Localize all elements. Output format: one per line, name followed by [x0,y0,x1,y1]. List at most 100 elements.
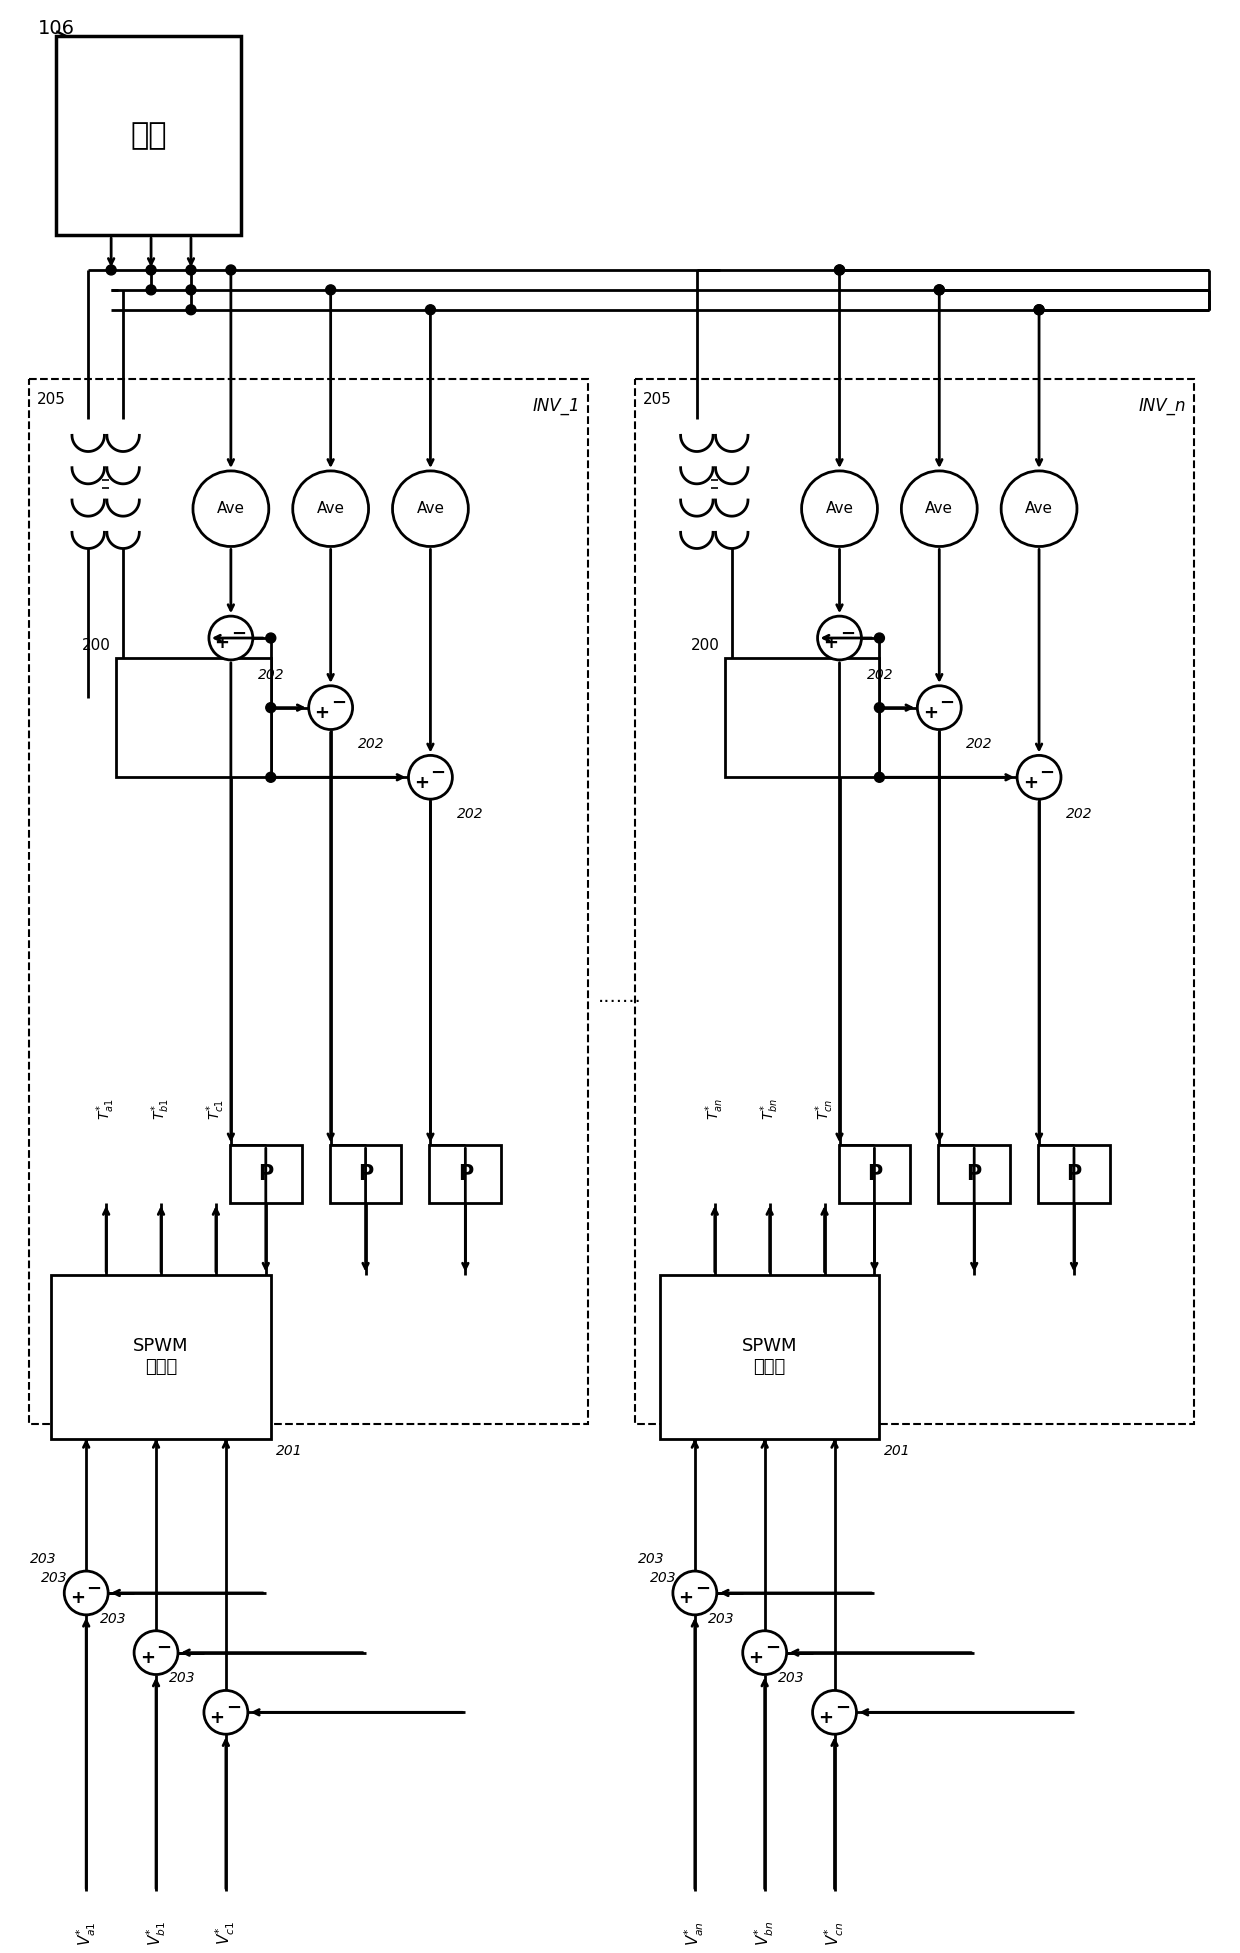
Text: +: + [678,1590,693,1607]
Text: +: + [823,635,838,652]
Text: −: − [226,1699,241,1717]
Text: Ave: Ave [417,502,444,516]
Text: 201: 201 [275,1443,303,1457]
Text: $T_{cn}^{*}$: $T_{cn}^{*}$ [813,1100,836,1121]
Circle shape [874,703,884,713]
Bar [724,658,879,777]
Text: 203: 203 [170,1672,196,1685]
Circle shape [934,285,945,295]
Text: 202: 202 [867,668,893,682]
Text: +: + [315,705,330,723]
Text: +: + [749,1648,764,1668]
Circle shape [1034,305,1044,314]
Text: −: − [331,693,346,713]
Text: 203: 203 [650,1570,677,1586]
Circle shape [408,756,453,799]
Text: $V_{b1}^{*}$: $V_{b1}^{*}$ [144,1922,167,1945]
Text: 202: 202 [1066,807,1092,820]
Text: INV_1: INV_1 [532,396,580,416]
Text: $T_{b1}^{*}$: $T_{b1}^{*}$ [150,1100,172,1121]
Text: 205: 205 [644,393,672,408]
Text: P: P [966,1164,982,1184]
Text: 202: 202 [458,807,484,820]
Text: 200: 200 [691,639,719,652]
Circle shape [186,266,196,275]
Text: INV_n: INV_n [1138,396,1185,416]
Text: 203: 203 [708,1611,735,1625]
Circle shape [812,1691,857,1734]
Circle shape [186,285,196,295]
Circle shape [146,285,156,295]
Text: $T_{a1}^{*}$: $T_{a1}^{*}$ [94,1100,118,1121]
Circle shape [425,305,435,314]
Circle shape [673,1570,717,1615]
Text: .......: ....... [598,986,642,1006]
Text: +: + [140,1648,155,1668]
Text: 200: 200 [82,639,112,652]
Circle shape [1001,471,1078,547]
Text: P: P [867,1164,882,1184]
Text: P: P [258,1164,274,1184]
Circle shape [874,771,884,783]
Text: 203: 203 [99,1611,126,1625]
Text: +: + [414,773,429,791]
Text: P: P [458,1164,472,1184]
Circle shape [817,615,862,660]
Circle shape [918,686,961,730]
Text: +: + [210,1709,224,1726]
Text: 203: 203 [777,1672,805,1685]
Text: 201: 201 [884,1443,911,1457]
Circle shape [186,305,196,314]
Text: +: + [69,1590,84,1607]
Text: Ave: Ave [1025,502,1053,516]
Circle shape [134,1631,179,1674]
Circle shape [393,471,469,547]
Text: 205: 205 [37,393,66,408]
Bar [1038,1144,1110,1203]
Bar [939,1144,1011,1203]
Text: $T_{bn}^{*}$: $T_{bn}^{*}$ [759,1098,781,1121]
Bar [330,1144,402,1203]
Circle shape [874,633,884,643]
Text: −: − [765,1639,780,1658]
Text: Ave: Ave [217,502,244,516]
Text: SPWM
控制器: SPWM 控制器 [133,1338,188,1377]
Text: +: + [1023,773,1038,791]
Text: P: P [358,1164,373,1184]
Text: −: − [1039,764,1054,781]
Circle shape [835,266,844,275]
Circle shape [326,285,336,295]
Text: 202: 202 [258,668,284,682]
Circle shape [265,703,275,713]
Text: 203: 203 [41,1570,68,1586]
Text: 203: 203 [639,1553,665,1566]
Text: P: P [1066,1164,1081,1184]
Circle shape [743,1631,786,1674]
Text: −: − [156,1639,171,1658]
Circle shape [146,266,156,275]
Circle shape [203,1691,248,1734]
Circle shape [835,266,844,275]
Text: $V_{c1}^{*}$: $V_{c1}^{*}$ [215,1922,238,1945]
Text: 202: 202 [357,738,384,752]
Text: −: − [835,1699,849,1717]
Bar [660,1275,879,1439]
Text: $V_{a1}^{*}$: $V_{a1}^{*}$ [74,1922,98,1945]
Circle shape [208,615,253,660]
Circle shape [64,1570,108,1615]
Circle shape [801,471,878,547]
Text: $T_{c1}^{*}$: $T_{c1}^{*}$ [205,1100,227,1121]
Text: +: + [818,1709,833,1726]
Text: +: + [215,635,229,652]
Text: −: − [694,1580,711,1598]
Circle shape [934,285,945,295]
Text: Ave: Ave [925,502,954,516]
Text: 203: 203 [30,1553,56,1566]
Text: Ave: Ave [826,502,853,516]
Circle shape [309,686,352,730]
Text: +: + [923,705,937,723]
Circle shape [107,266,117,275]
Text: $V_{an}^{*}$: $V_{an}^{*}$ [683,1922,707,1947]
Bar [429,1144,501,1203]
Text: −: − [839,625,854,643]
